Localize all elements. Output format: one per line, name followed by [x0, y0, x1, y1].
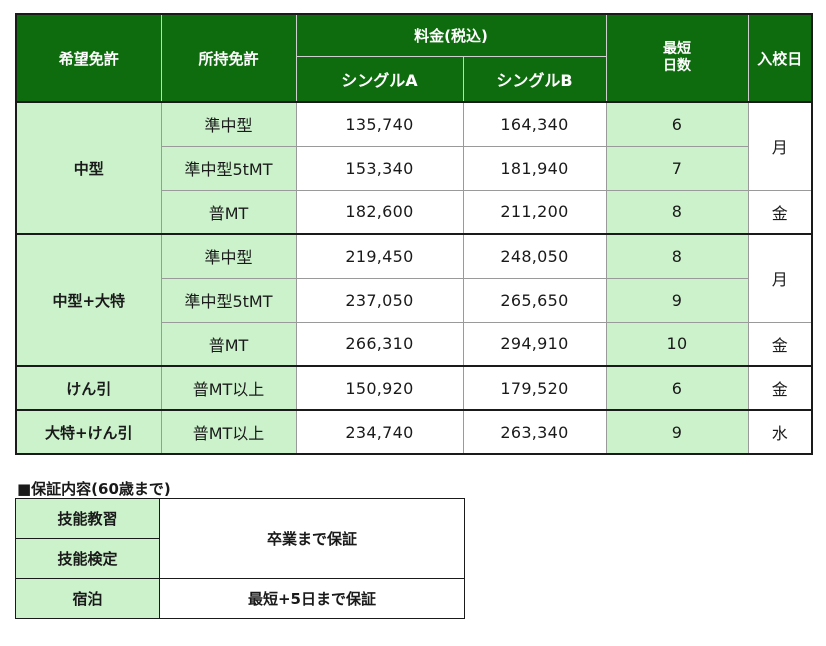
price-a-cell: 219,450 — [295, 233, 464, 279]
price-b-cell: 263,340 — [462, 409, 607, 455]
days-cell: 8 — [605, 233, 749, 279]
price-b-cell: 265,650 — [462, 277, 607, 323]
header-single-b: シングルB — [462, 55, 607, 103]
held-license-cell: 普MT以上 — [160, 409, 297, 455]
header-held-license: 所持免許 — [160, 13, 297, 103]
held-license-cell: 準中型5tMT — [160, 145, 297, 191]
guarantee-label-skills-test: 技能検定 — [15, 538, 160, 579]
desired-license-cell: 中型+大特 — [15, 233, 162, 367]
guarantee-table: 技能教習 卒業まで保証 技能検定 宿泊 最短+5日まで保証 — [15, 498, 465, 619]
table-row: 宿泊 最短+5日まで保証 — [15, 578, 465, 619]
days-cell: 6 — [605, 365, 749, 411]
header-shortest-days-line1: 最短 — [663, 41, 691, 57]
table-row: 準中型5tMT 153,340 181,940 7 — [16, 145, 812, 191]
header-shortest-days-line2: 日数 — [663, 58, 691, 74]
guarantee-value-lodging: 最短+5日まで保証 — [159, 578, 465, 619]
header-single-a: シングルA — [295, 55, 464, 103]
table-row: 普MT 266,310 294,910 10 金 — [16, 321, 813, 367]
table-row: 準中型5tMT 237,050 265,650 9 — [16, 277, 812, 323]
price-a-cell: 182,600 — [295, 189, 464, 235]
price-a-cell: 150,920 — [295, 365, 464, 411]
days-cell: 9 — [605, 409, 749, 455]
enroll-day-cell: 月 — [747, 101, 813, 191]
header-shortest-days: 最短 日数 — [605, 13, 749, 103]
desired-license-cell: 中型 — [15, 101, 162, 235]
held-license-cell: 普MT — [160, 321, 297, 367]
price-b-cell: 248,050 — [462, 233, 607, 279]
held-license-cell: 準中型5tMT — [160, 277, 297, 323]
price-a-cell: 234,740 — [295, 409, 464, 455]
price-b-cell: 179,520 — [462, 365, 607, 411]
header-enroll-day: 入校日 — [747, 13, 813, 103]
header-desired-license: 希望免許 — [15, 13, 162, 103]
held-license-cell: 準中型 — [160, 101, 297, 147]
days-cell: 9 — [605, 277, 749, 323]
table-row: けん引 普MT以上 150,920 179,520 6 金 — [15, 365, 813, 411]
price-b-cell: 164,340 — [462, 101, 607, 147]
price-b-cell: 294,910 — [462, 321, 607, 367]
held-license-cell: 普MT以上 — [160, 365, 297, 411]
guarantee-title: ■保証内容(60歳まで) — [17, 480, 171, 498]
table-row: 普MT 182,600 211,200 8 金 — [16, 189, 813, 235]
desired-license-cell: 大特+けん引 — [15, 409, 162, 455]
price-a-cell: 266,310 — [295, 321, 464, 367]
price-b-cell: 211,200 — [462, 189, 607, 235]
desired-license-cell: けん引 — [15, 365, 162, 411]
enroll-day-cell: 金 — [747, 365, 813, 411]
price-a-cell: 237,050 — [295, 277, 464, 323]
price-b-cell: 181,940 — [462, 145, 607, 191]
table-row: 技能検定 — [15, 538, 465, 579]
days-cell: 7 — [605, 145, 749, 191]
enroll-day-cell: 金 — [747, 189, 813, 235]
price-table: 希望免許 所持免許 料金(税込) 最短 日数 入校日 シングルA シングルB 中… — [15, 13, 813, 455]
table-row: 技能教習 卒業まで保証 — [15, 498, 465, 579]
days-cell: 8 — [605, 189, 749, 235]
price-a-cell: 153,340 — [295, 145, 464, 191]
price-a-cell: 135,740 — [295, 101, 464, 147]
held-license-cell: 普MT — [160, 189, 297, 235]
guarantee-label-skills-lesson: 技能教習 — [15, 498, 160, 539]
enroll-day-cell: 金 — [747, 321, 813, 367]
enroll-day-cell: 水 — [747, 409, 813, 455]
days-cell: 10 — [605, 321, 749, 367]
guarantee-label-lodging: 宿泊 — [15, 578, 160, 619]
enroll-day-cell: 月 — [747, 233, 813, 323]
guarantee-value-skills: 卒業まで保証 — [159, 498, 465, 579]
table-row: 大特+けん引 普MT以上 234,740 263,340 9 水 — [15, 409, 813, 455]
table-row: 中型+大特 準中型 219,450 248,050 8 月 — [15, 233, 813, 367]
days-cell: 6 — [605, 101, 749, 147]
held-license-cell: 準中型 — [160, 233, 297, 279]
table-row: 中型 準中型 135,740 164,340 6 月 — [15, 101, 813, 235]
header-fee: 料金(税込) — [295, 13, 607, 57]
